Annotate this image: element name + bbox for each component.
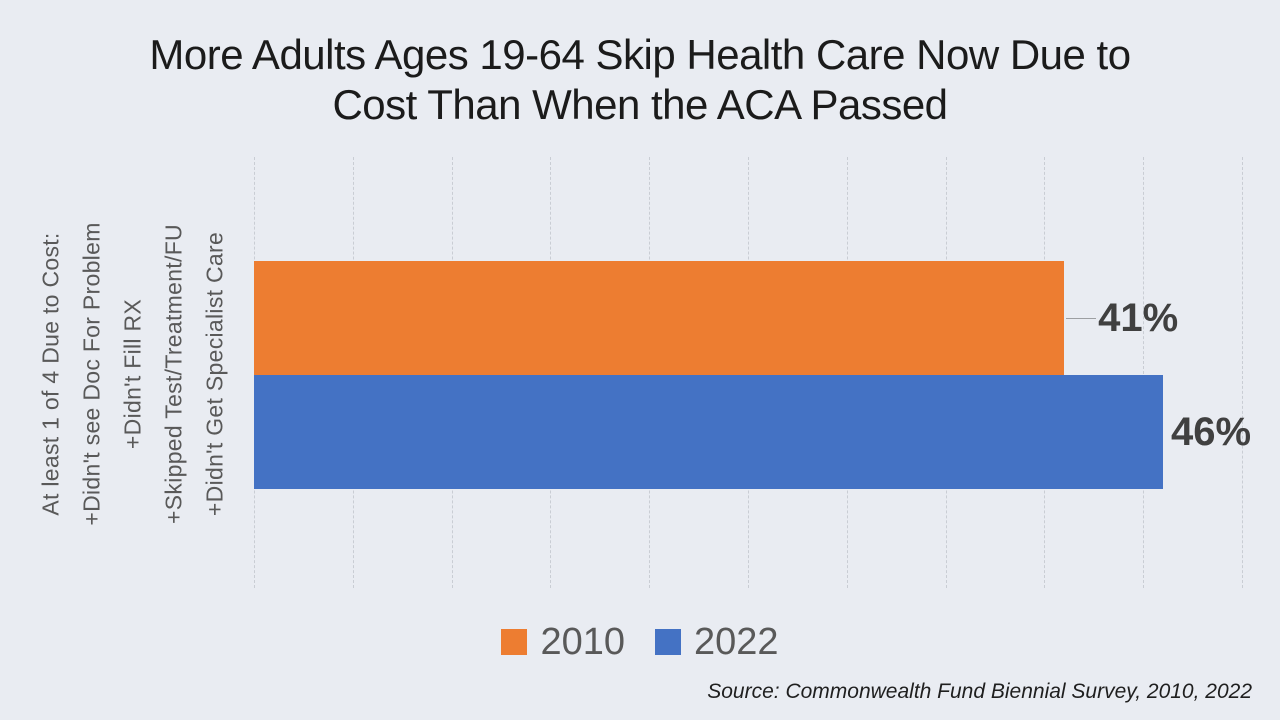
- y-axis-label-line-1: At least 1 of 4 Due to Cost:: [37, 232, 63, 516]
- legend-label-2022: 2022: [694, 621, 779, 663]
- legend: 2010 2022: [0, 620, 1280, 664]
- bar-2022: [254, 375, 1163, 489]
- chart-title-line-2: Cost Than When the ACA Passed: [332, 81, 948, 128]
- y-axis-label: At least 1 of 4 Due to Cost: +Didn't see…: [30, 160, 235, 588]
- data-label-2010: 41%: [1098, 296, 1179, 340]
- legend-item-2022: 2022: [655, 620, 779, 664]
- gridline: [1143, 157, 1145, 588]
- y-axis-label-line-2: +Didn't see Doc For Problem: [78, 222, 104, 526]
- y-axis-label-text: At least 1 of 4 Due to Cost: +Didn't see…: [30, 160, 235, 588]
- plot-area: 41% 46%: [254, 157, 1251, 588]
- chart-title-line-1: More Adults Ages 19-64 Skip Health Care …: [149, 31, 1131, 78]
- source-note: Source: Commonwealth Fund Biennial Surve…: [707, 680, 1252, 703]
- y-axis-label-line-5: +Didn't Get Specialist Care: [201, 231, 227, 517]
- gridline: [1242, 157, 1243, 588]
- y-axis-label-line-3: +Didn't Fill RX: [119, 298, 145, 450]
- legend-swatch-2010-icon: [501, 629, 528, 655]
- leader-line-2010: [1066, 318, 1097, 319]
- legend-swatch-2022-icon: [655, 629, 681, 655]
- chart-title: More Adults Ages 19-64 Skip Health Care …: [0, 30, 1280, 130]
- data-label-2022: 46%: [1170, 410, 1252, 454]
- legend-label-2010: 2010: [540, 621, 625, 663]
- legend-item-2010: 2010: [501, 620, 625, 664]
- bar-2010: [254, 261, 1065, 375]
- y-axis-label-line-4: +Skipped Test/Treatment/FU: [160, 224, 186, 524]
